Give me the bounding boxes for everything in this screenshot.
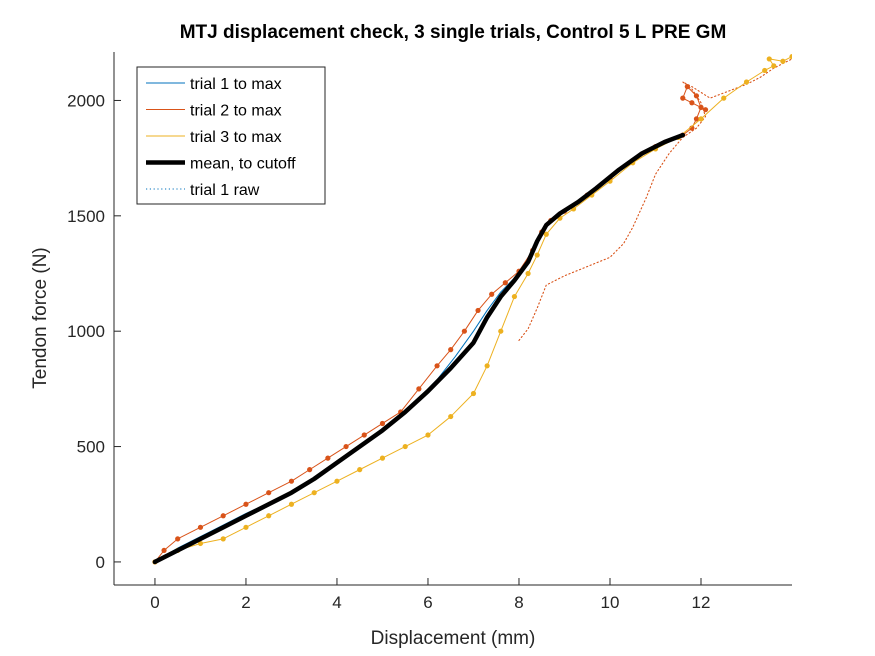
data-point — [689, 100, 695, 106]
x-tick-label: 0 — [150, 593, 159, 612]
y-axis-label: Tendon force (N) — [30, 247, 51, 389]
legend: trial 1 to max trial 2 to max trial 3 to m… — [136, 66, 326, 205]
series-line-3 — [154, 56, 792, 563]
data-point — [434, 363, 440, 369]
series-line-4 — [152, 132, 686, 565]
data-point — [266, 490, 272, 496]
data-point — [197, 540, 204, 547]
legend-label: trial 1 to max — [190, 76, 282, 93]
series-line-5 — [518, 58, 792, 341]
legend-entry: mean, to cutoff — [146, 156, 296, 173]
x-tick-label: 4 — [332, 593, 341, 612]
data-point — [325, 455, 331, 461]
data-point — [266, 513, 272, 519]
y-tick-label: 1500 — [67, 207, 105, 226]
data-point — [743, 79, 750, 85]
legend-label: trial 3 to max — [190, 129, 282, 146]
legend-entry: trial 1 to max — [146, 76, 282, 93]
data-point — [680, 95, 686, 101]
data-point — [243, 524, 249, 530]
data-point — [780, 58, 786, 64]
data-point — [379, 455, 386, 461]
legend-label: mean, to cutoff — [190, 156, 296, 173]
data-point — [288, 478, 295, 484]
data-point — [311, 490, 317, 496]
y-tick-label: 1000 — [67, 322, 105, 341]
data-point — [361, 432, 367, 438]
data-point — [698, 116, 704, 122]
data-point — [766, 56, 772, 62]
x-axis-label: Displacement (mm) — [371, 628, 536, 649]
data-point — [161, 547, 167, 553]
data-point — [288, 501, 295, 507]
data-point — [357, 467, 363, 473]
data-point — [416, 386, 422, 392]
data-point — [484, 363, 490, 369]
x-tick-label: 6 — [423, 593, 432, 612]
data-point — [502, 280, 508, 286]
data-point — [762, 67, 768, 74]
y-tick-label: 0 — [96, 553, 105, 572]
data-point — [489, 291, 495, 297]
data-point — [243, 501, 249, 507]
data-point — [475, 307, 481, 314]
data-point — [175, 536, 181, 542]
series-4 — [152, 132, 686, 565]
data-point — [425, 432, 431, 438]
data-point — [511, 293, 518, 300]
legend-label: trial 1 raw — [190, 182, 260, 199]
data-point — [525, 270, 531, 277]
data-point — [534, 252, 540, 258]
data-point — [789, 54, 792, 60]
data-point — [448, 413, 454, 420]
series-layer — [152, 54, 792, 565]
y-tick-label: 2000 — [67, 91, 105, 110]
data-point — [771, 63, 777, 69]
axes-layer: 0 2 4 6 8 10 12 0 500 1000 1500 2000 — [67, 52, 792, 612]
data-point — [698, 104, 704, 110]
x-tick-label: 10 — [601, 593, 620, 612]
data-point — [343, 443, 349, 450]
data-point — [693, 116, 700, 122]
series-5 — [518, 58, 792, 341]
data-point — [220, 513, 226, 519]
data-point — [543, 231, 549, 237]
data-point — [721, 95, 727, 101]
data-point — [693, 93, 700, 99]
data-point — [498, 328, 504, 334]
data-point — [334, 478, 340, 484]
data-point — [684, 84, 690, 90]
data-point — [220, 536, 226, 542]
x-tick-label: 12 — [692, 593, 711, 612]
x-tick-label: 8 — [514, 593, 523, 612]
chart-title: MTJ displacement check, 3 single trials,… — [180, 22, 727, 43]
data-point — [197, 524, 204, 530]
data-point — [470, 390, 477, 397]
x-tick-label: 2 — [241, 593, 250, 612]
data-point — [461, 328, 467, 334]
data-point — [702, 107, 709, 113]
legend-entry: trial 2 to max — [146, 103, 282, 120]
legend-label: trial 2 to max — [190, 103, 282, 120]
data-point — [379, 420, 386, 427]
series-3 — [152, 54, 792, 565]
y-tick-label: 500 — [77, 438, 105, 457]
data-point — [402, 443, 408, 450]
legend-entry: trial 1 raw — [146, 182, 260, 199]
data-point — [448, 347, 454, 353]
legend-entry: trial 3 to max — [146, 129, 282, 146]
data-point — [307, 467, 313, 473]
